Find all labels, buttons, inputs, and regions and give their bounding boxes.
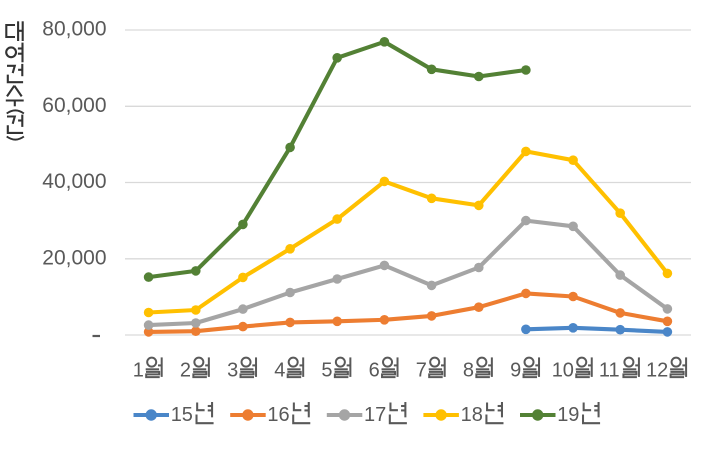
svg-text:5: 5 (321, 360, 332, 382)
svg-text:20,000: 20,000 (42, 246, 106, 269)
svg-text:15: 15 (171, 404, 193, 426)
svg-text:6: 6 (369, 360, 380, 382)
svg-text:7: 7 (416, 360, 427, 382)
svg-text:4: 4 (274, 360, 285, 382)
svg-text:10: 10 (552, 360, 574, 382)
svg-text:40,000: 40,000 (42, 170, 106, 193)
svg-text:8: 8 (463, 360, 474, 382)
svg-text:16: 16 (267, 404, 289, 426)
svg-text:17: 17 (364, 404, 386, 426)
svg-text:11: 11 (599, 360, 620, 382)
svg-text:9: 9 (510, 360, 521, 382)
svg-text:3: 3 (227, 360, 238, 382)
svg-text:60,000: 60,000 (42, 94, 106, 117)
svg-text:2: 2 (180, 360, 191, 382)
svg-text:18: 18 (461, 404, 483, 426)
svg-text:80,000: 80,000 (42, 18, 106, 41)
svg-text:19: 19 (557, 404, 579, 426)
svg-text:1: 1 (133, 360, 144, 382)
svg-text:12: 12 (646, 360, 668, 382)
